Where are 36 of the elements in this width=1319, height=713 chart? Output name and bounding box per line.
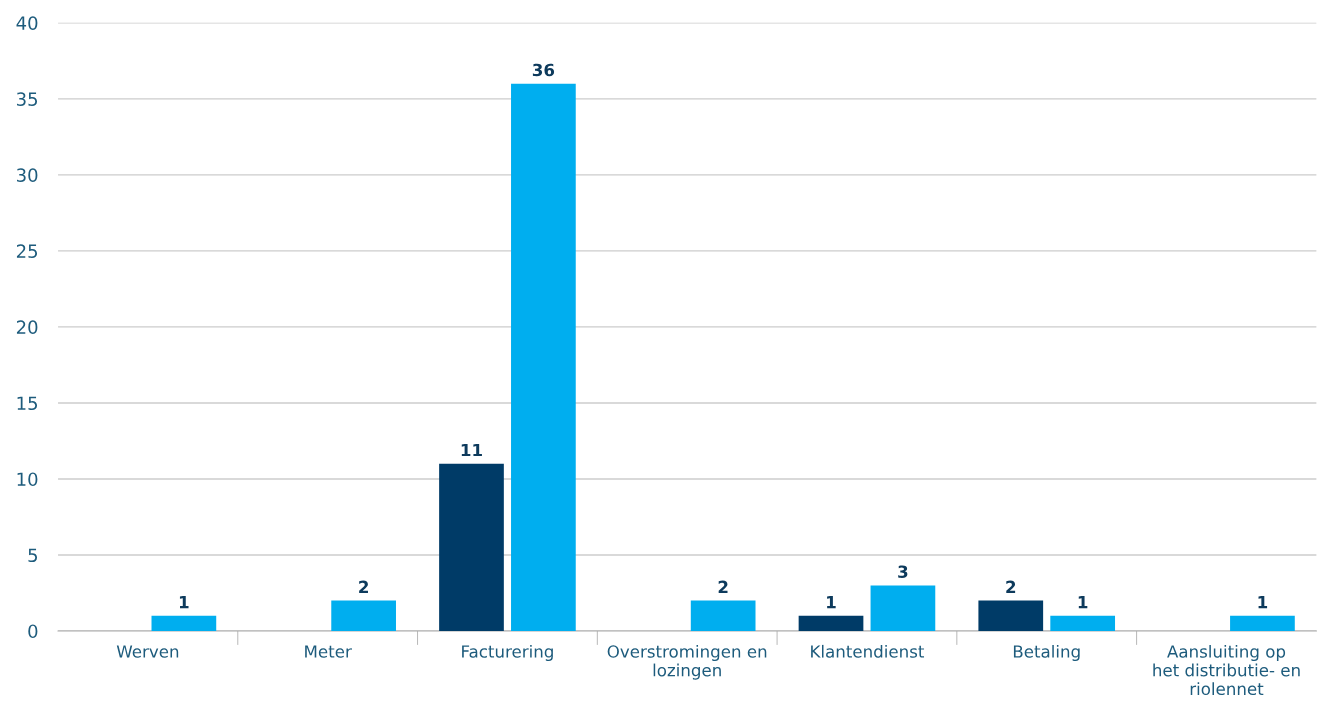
x-tick-label: Werven xyxy=(116,645,179,658)
bar xyxy=(151,615,217,631)
data-label: 3 xyxy=(898,565,908,578)
x-tick-label: Klantendienst xyxy=(811,644,925,658)
data-label: 11 xyxy=(461,443,482,457)
data-label: 2 xyxy=(1006,580,1016,593)
x-tick-label: Meter xyxy=(305,645,352,658)
data-label: 1 xyxy=(1258,596,1268,609)
y-tick-label: 5 xyxy=(28,548,38,563)
bar xyxy=(798,615,864,631)
bar xyxy=(1050,615,1116,631)
y-tick-label: 10 xyxy=(17,472,38,487)
y-tick-label: 25 xyxy=(16,244,38,258)
bar xyxy=(690,600,756,631)
bar xyxy=(1230,615,1295,631)
x-tick-label: Aansluiting op het distributie- en riolennet xyxy=(1153,644,1300,696)
bar xyxy=(870,585,936,631)
bar xyxy=(439,463,504,631)
bar xyxy=(978,600,1044,631)
y-tick-label: 35 xyxy=(16,92,38,106)
data-label: 1 xyxy=(1078,596,1088,609)
y-tick-label: 0 xyxy=(28,624,38,639)
data-label: 2 xyxy=(718,580,728,593)
x-tick-label: Facturering xyxy=(462,644,553,662)
x-tick-label: Betaling xyxy=(1013,644,1080,662)
y-tick-label: 20 xyxy=(16,320,38,335)
bar xyxy=(331,600,396,631)
y-tick-label: 40 xyxy=(16,16,38,30)
data-label: 2 xyxy=(359,580,368,593)
data-label: 36 xyxy=(532,63,555,77)
y-tick-label: 30 xyxy=(16,168,38,182)
y-tick-label: 15 xyxy=(17,396,38,411)
bar xyxy=(511,83,576,631)
x-tick-label: Overstromingen en lozingen xyxy=(607,644,767,680)
data-label: 1 xyxy=(179,596,189,609)
data-label: 1 xyxy=(827,596,836,609)
